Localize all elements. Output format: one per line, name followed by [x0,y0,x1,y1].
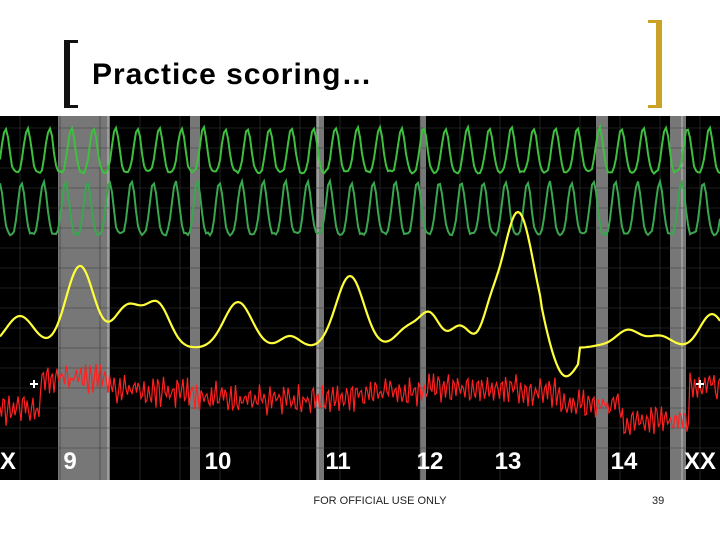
question-label: 11 [325,448,350,475]
question-band [190,116,200,480]
trace-upper-pneumo [0,123,720,175]
question-label: 12 [417,448,444,475]
question-label: XX [684,448,716,475]
question-band [596,116,608,480]
slide-title: Practice scoring… [92,58,373,91]
question-label: X [0,448,16,475]
question-band [420,116,426,480]
page-number: 39 [652,495,665,507]
question-label: 10 [205,448,232,475]
footer-classification: FOR OFFICIAL USE ONLY [313,495,447,507]
trace-cardio [0,363,720,436]
title-bracket-right [648,20,662,108]
question-label: 9 [63,448,76,475]
question-label: 13 [495,448,522,475]
trace-eda [0,210,720,378]
title-bracket-left [64,40,78,108]
question-band [316,116,324,480]
trace-lower-pneumo [0,177,720,238]
polygraph-chart: X 9 10 11 12 13 14 XX [0,116,720,480]
question-label: 14 [611,448,638,475]
